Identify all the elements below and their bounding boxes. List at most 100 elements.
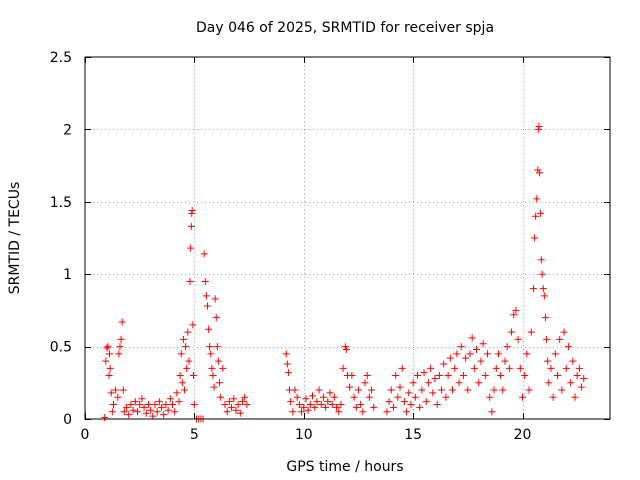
data-point — [138, 395, 146, 403]
data-point — [523, 350, 531, 358]
data-point — [411, 393, 419, 401]
data-point — [189, 321, 197, 329]
data-point — [202, 292, 210, 300]
data-points — [101, 123, 588, 423]
data-point — [125, 411, 133, 419]
data-point — [322, 403, 330, 411]
data-point — [131, 398, 139, 406]
data-point — [223, 408, 231, 416]
data-point — [342, 345, 350, 353]
chart-title: Day 046 of 2025, SRMTID for receiver spj… — [196, 20, 494, 36]
data-point — [490, 386, 498, 394]
data-point — [175, 398, 183, 406]
data-point — [444, 372, 452, 380]
data-point — [455, 379, 463, 387]
data-point — [567, 379, 575, 387]
data-point — [164, 406, 172, 414]
y-tick-label: 2 — [63, 122, 72, 138]
data-point — [370, 403, 378, 411]
data-point — [187, 222, 195, 230]
data-point — [339, 364, 347, 372]
data-point — [335, 408, 343, 416]
data-point — [580, 374, 588, 382]
data-point — [558, 386, 566, 394]
data-point — [405, 389, 413, 397]
data-point — [106, 350, 113, 358]
data-point — [462, 354, 470, 362]
data-point — [492, 364, 500, 372]
data-point — [534, 125, 542, 133]
data-point — [497, 372, 505, 380]
data-point — [206, 343, 214, 351]
data-point — [449, 386, 456, 394]
data-point — [293, 393, 301, 401]
data-point — [185, 357, 193, 365]
data-point — [354, 386, 362, 394]
data-point — [529, 285, 537, 293]
data-point — [283, 360, 291, 368]
data-point — [219, 364, 227, 372]
data-point — [516, 364, 524, 372]
data-point — [575, 364, 583, 372]
data-point — [486, 393, 494, 401]
data-point — [350, 393, 358, 401]
data-point — [234, 401, 242, 409]
data-point — [302, 395, 310, 403]
data-point — [541, 314, 549, 322]
data-point — [416, 403, 424, 411]
data-point — [544, 357, 552, 365]
data-point — [481, 372, 489, 380]
data-point — [505, 364, 513, 372]
data-point — [140, 403, 148, 411]
data-point — [536, 169, 544, 177]
data-point — [534, 166, 542, 174]
data-point — [536, 209, 544, 217]
data-point — [158, 403, 166, 411]
data-point — [431, 374, 439, 382]
data-point — [383, 408, 391, 416]
y-tick-label: 0 — [63, 412, 72, 428]
data-point — [117, 335, 125, 343]
data-point — [453, 350, 461, 358]
data-point — [241, 393, 249, 401]
data-point — [313, 398, 321, 406]
data-point — [162, 401, 170, 409]
data-point — [578, 383, 586, 391]
x-tick-label: 0 — [81, 427, 90, 443]
data-point — [208, 364, 216, 372]
data-point — [527, 328, 535, 336]
data-point — [457, 343, 465, 351]
data-point — [385, 398, 393, 406]
data-point — [341, 343, 349, 351]
data-point — [427, 364, 435, 372]
data-point — [115, 350, 123, 358]
data-point — [182, 343, 190, 351]
data-point — [178, 379, 186, 387]
data-point — [315, 386, 323, 394]
data-point — [147, 406, 155, 414]
data-point — [230, 395, 238, 403]
data-point — [295, 401, 303, 409]
data-point — [311, 403, 319, 411]
data-point — [361, 379, 369, 387]
data-point — [217, 393, 225, 401]
data-point — [151, 401, 159, 409]
data-point — [108, 408, 116, 416]
data-point — [179, 335, 187, 343]
data-point — [177, 350, 185, 358]
data-point — [357, 401, 365, 409]
data-point — [389, 403, 397, 411]
data-point — [212, 314, 220, 322]
data-point — [571, 393, 579, 401]
data-point — [210, 383, 218, 391]
data-point — [473, 345, 481, 353]
y-tick-label: 1 — [63, 267, 72, 283]
data-point — [103, 344, 111, 352]
data-point — [420, 369, 428, 377]
data-point — [205, 325, 213, 333]
data-point — [501, 357, 509, 365]
data-point — [216, 379, 224, 387]
x-tick-label: 15 — [404, 427, 422, 443]
data-point — [477, 357, 485, 365]
data-point — [102, 357, 110, 365]
